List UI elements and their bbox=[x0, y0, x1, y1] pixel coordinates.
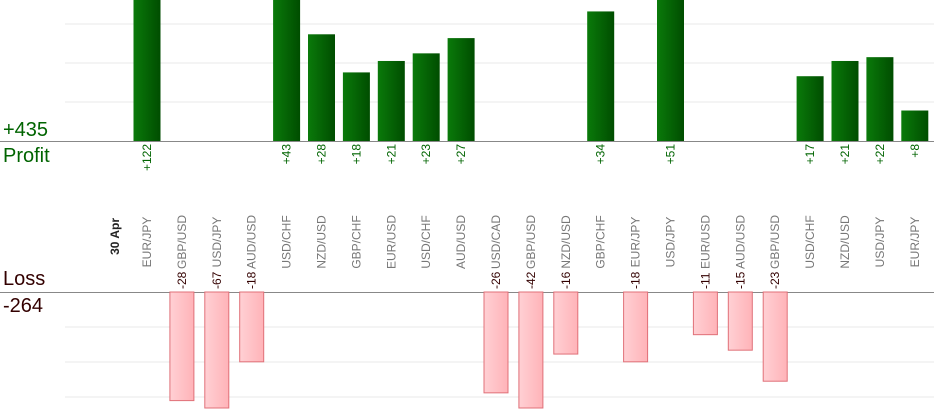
bar-value-label: +23 bbox=[419, 144, 433, 165]
profit-bar bbox=[866, 57, 894, 141]
bar-value-label: -26 bbox=[489, 271, 503, 289]
bar-value-label: +8 bbox=[908, 144, 922, 158]
loss-bar bbox=[518, 291, 544, 409]
bar-value-label: +21 bbox=[838, 144, 852, 165]
loss-bar bbox=[204, 291, 230, 409]
bar-value-label: +28 bbox=[315, 144, 329, 165]
category-label: USD/JPY bbox=[873, 217, 887, 268]
loss-total: -264 bbox=[3, 295, 44, 317]
loss-bar bbox=[692, 291, 718, 336]
date-label: 30 Apr bbox=[108, 218, 122, 255]
category-label: GBP/USD bbox=[768, 215, 782, 269]
category-label: USD/CHF bbox=[419, 215, 433, 268]
category-label: NZD/USD bbox=[559, 215, 573, 269]
profit-bar bbox=[796, 76, 824, 141]
profit-bar bbox=[831, 60, 859, 141]
bar-value-label: -23 bbox=[768, 271, 782, 289]
category-label: USD/JPY bbox=[664, 217, 678, 268]
category-label: USD/CHF bbox=[280, 215, 294, 268]
category-label: EUR/USD bbox=[384, 215, 398, 269]
profit-bar bbox=[447, 38, 475, 141]
loss-bar bbox=[483, 291, 509, 394]
bar-value-label: +18 bbox=[349, 144, 363, 165]
bar-value-label: -18 bbox=[629, 271, 643, 289]
category-label: EUR/JPY bbox=[629, 217, 643, 268]
bar-value-label: -67 bbox=[210, 271, 224, 289]
category-label: AUD/USD bbox=[733, 215, 747, 269]
category-label: USD/JPY bbox=[210, 217, 224, 268]
category-label: GBP/USD bbox=[175, 215, 189, 269]
profit-bar bbox=[412, 53, 440, 142]
profit-bar bbox=[133, 0, 161, 141]
category-label: USD/CAD bbox=[489, 215, 503, 269]
bar-value-label: -15 bbox=[733, 271, 747, 289]
profit-bar bbox=[308, 34, 335, 141]
loss-bar bbox=[553, 291, 579, 355]
category-label: NZD/USD bbox=[838, 215, 852, 269]
bar-value-label: -11 bbox=[698, 272, 712, 289]
category-label: AUD/USD bbox=[245, 215, 259, 269]
category-label: USD/CHF bbox=[803, 215, 817, 268]
category-label: NZD/USD bbox=[315, 215, 329, 269]
category-label: EUR/USD bbox=[698, 215, 712, 269]
profit-bar bbox=[342, 72, 370, 141]
category-label: GBP/CHF bbox=[594, 215, 608, 268]
loss-bar bbox=[623, 291, 649, 363]
profit-bar bbox=[657, 0, 684, 141]
bar-value-label: +27 bbox=[454, 144, 468, 165]
loss-bar bbox=[239, 291, 265, 363]
loss-caption: Loss bbox=[3, 268, 46, 290]
bar-value-label: +122 bbox=[140, 144, 154, 171]
category-label: EUR/JPY bbox=[140, 217, 154, 268]
loss-bar bbox=[169, 291, 195, 402]
bar-value-label: +21 bbox=[384, 144, 398, 165]
profit-bar bbox=[273, 0, 301, 141]
category-label: EUR/JPY bbox=[908, 217, 922, 268]
bar-value-label: -16 bbox=[559, 271, 573, 289]
bar-value-label: +51 bbox=[664, 144, 678, 165]
profit-total: +435 bbox=[3, 119, 49, 141]
profit-bar bbox=[901, 110, 929, 141]
profit-caption: Profit bbox=[3, 145, 50, 167]
loss-bar bbox=[727, 291, 753, 351]
profit-bar bbox=[377, 60, 405, 141]
bar-value-label: +43 bbox=[280, 144, 294, 165]
bar-value-label: -18 bbox=[245, 271, 259, 289]
bar-value-label: +22 bbox=[873, 144, 887, 165]
bar-value-label: -28 bbox=[175, 271, 189, 289]
bar-value-label: +17 bbox=[803, 144, 817, 165]
profit-bar bbox=[587, 11, 615, 141]
category-label: GBP/USD bbox=[524, 215, 538, 269]
category-label: AUD/USD bbox=[454, 215, 468, 269]
category-label: GBP/CHF bbox=[349, 215, 363, 268]
bar-value-label: +34 bbox=[594, 144, 608, 165]
loss-bar bbox=[762, 291, 788, 382]
bar-value-label: -42 bbox=[524, 271, 538, 289]
